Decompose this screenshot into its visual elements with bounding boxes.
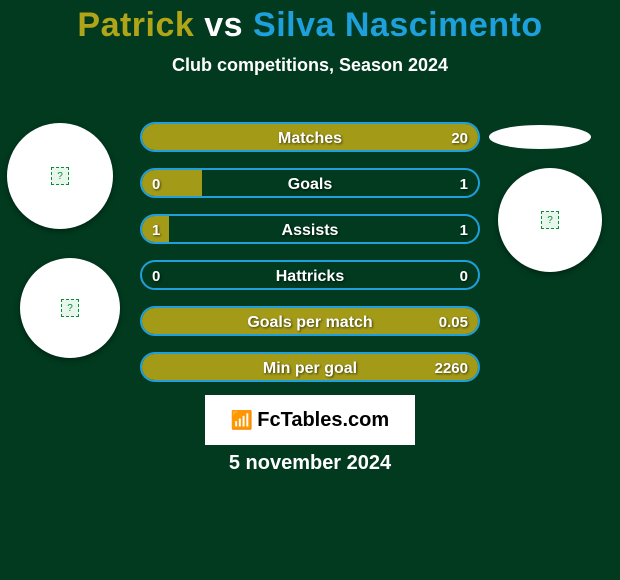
placeholder-image-icon: ? (61, 299, 79, 317)
stat-label: Goals (142, 170, 478, 196)
stat-label: Goals per match (142, 308, 478, 334)
stat-row: Assists1 1 (140, 214, 480, 244)
stat-value-right: 1 (460, 216, 468, 242)
stat-row: Goals0 1 (140, 168, 480, 198)
stat-value-right: 2260 (435, 354, 468, 380)
stat-row: Matches20 (140, 122, 480, 152)
player1-name: Patrick (77, 6, 194, 44)
stat-label: Min per goal (142, 354, 478, 380)
stat-value-left: 0 (152, 170, 160, 196)
stat-value-right: 0 (460, 262, 468, 288)
comparison-title: Patrick vs Silva Nascimento (0, 0, 620, 45)
date-label: 5 november 2024 (0, 452, 620, 475)
vs-label: vs (204, 6, 243, 44)
stat-value-right: 0.05 (439, 308, 468, 334)
player1-avatar-1: ? (7, 123, 113, 229)
placeholder-image-icon: ? (541, 211, 559, 229)
player2-name: Silva Nascimento (253, 6, 543, 44)
stat-value-left: 1 (152, 216, 160, 242)
player1-avatar-2: ? (20, 258, 120, 358)
player2-avatar: ? (498, 168, 602, 272)
flag-ellipse (489, 125, 591, 149)
stat-row: Goals per match0.05 (140, 306, 480, 336)
brand-logo-icon: 📶 (231, 410, 253, 431)
brand-badge[interactable]: 📶 FcTables.com (205, 395, 415, 445)
stat-label: Matches (142, 124, 478, 150)
stat-value-right: 1 (460, 170, 468, 196)
brand-text: FcTables.com (257, 409, 389, 432)
stat-label: Hattricks (142, 262, 478, 288)
stat-label: Assists (142, 216, 478, 242)
stat-value-left: 0 (152, 262, 160, 288)
stat-row: Hattricks0 0 (140, 260, 480, 290)
placeholder-image-icon: ? (51, 167, 69, 185)
stat-row: Min per goal2260 (140, 352, 480, 382)
stats-panel: Matches20Goals01Assists11Hattricks00Goal… (140, 122, 480, 398)
subtitle: Club competitions, Season 2024 (0, 55, 620, 76)
stat-value-right: 20 (451, 124, 468, 150)
